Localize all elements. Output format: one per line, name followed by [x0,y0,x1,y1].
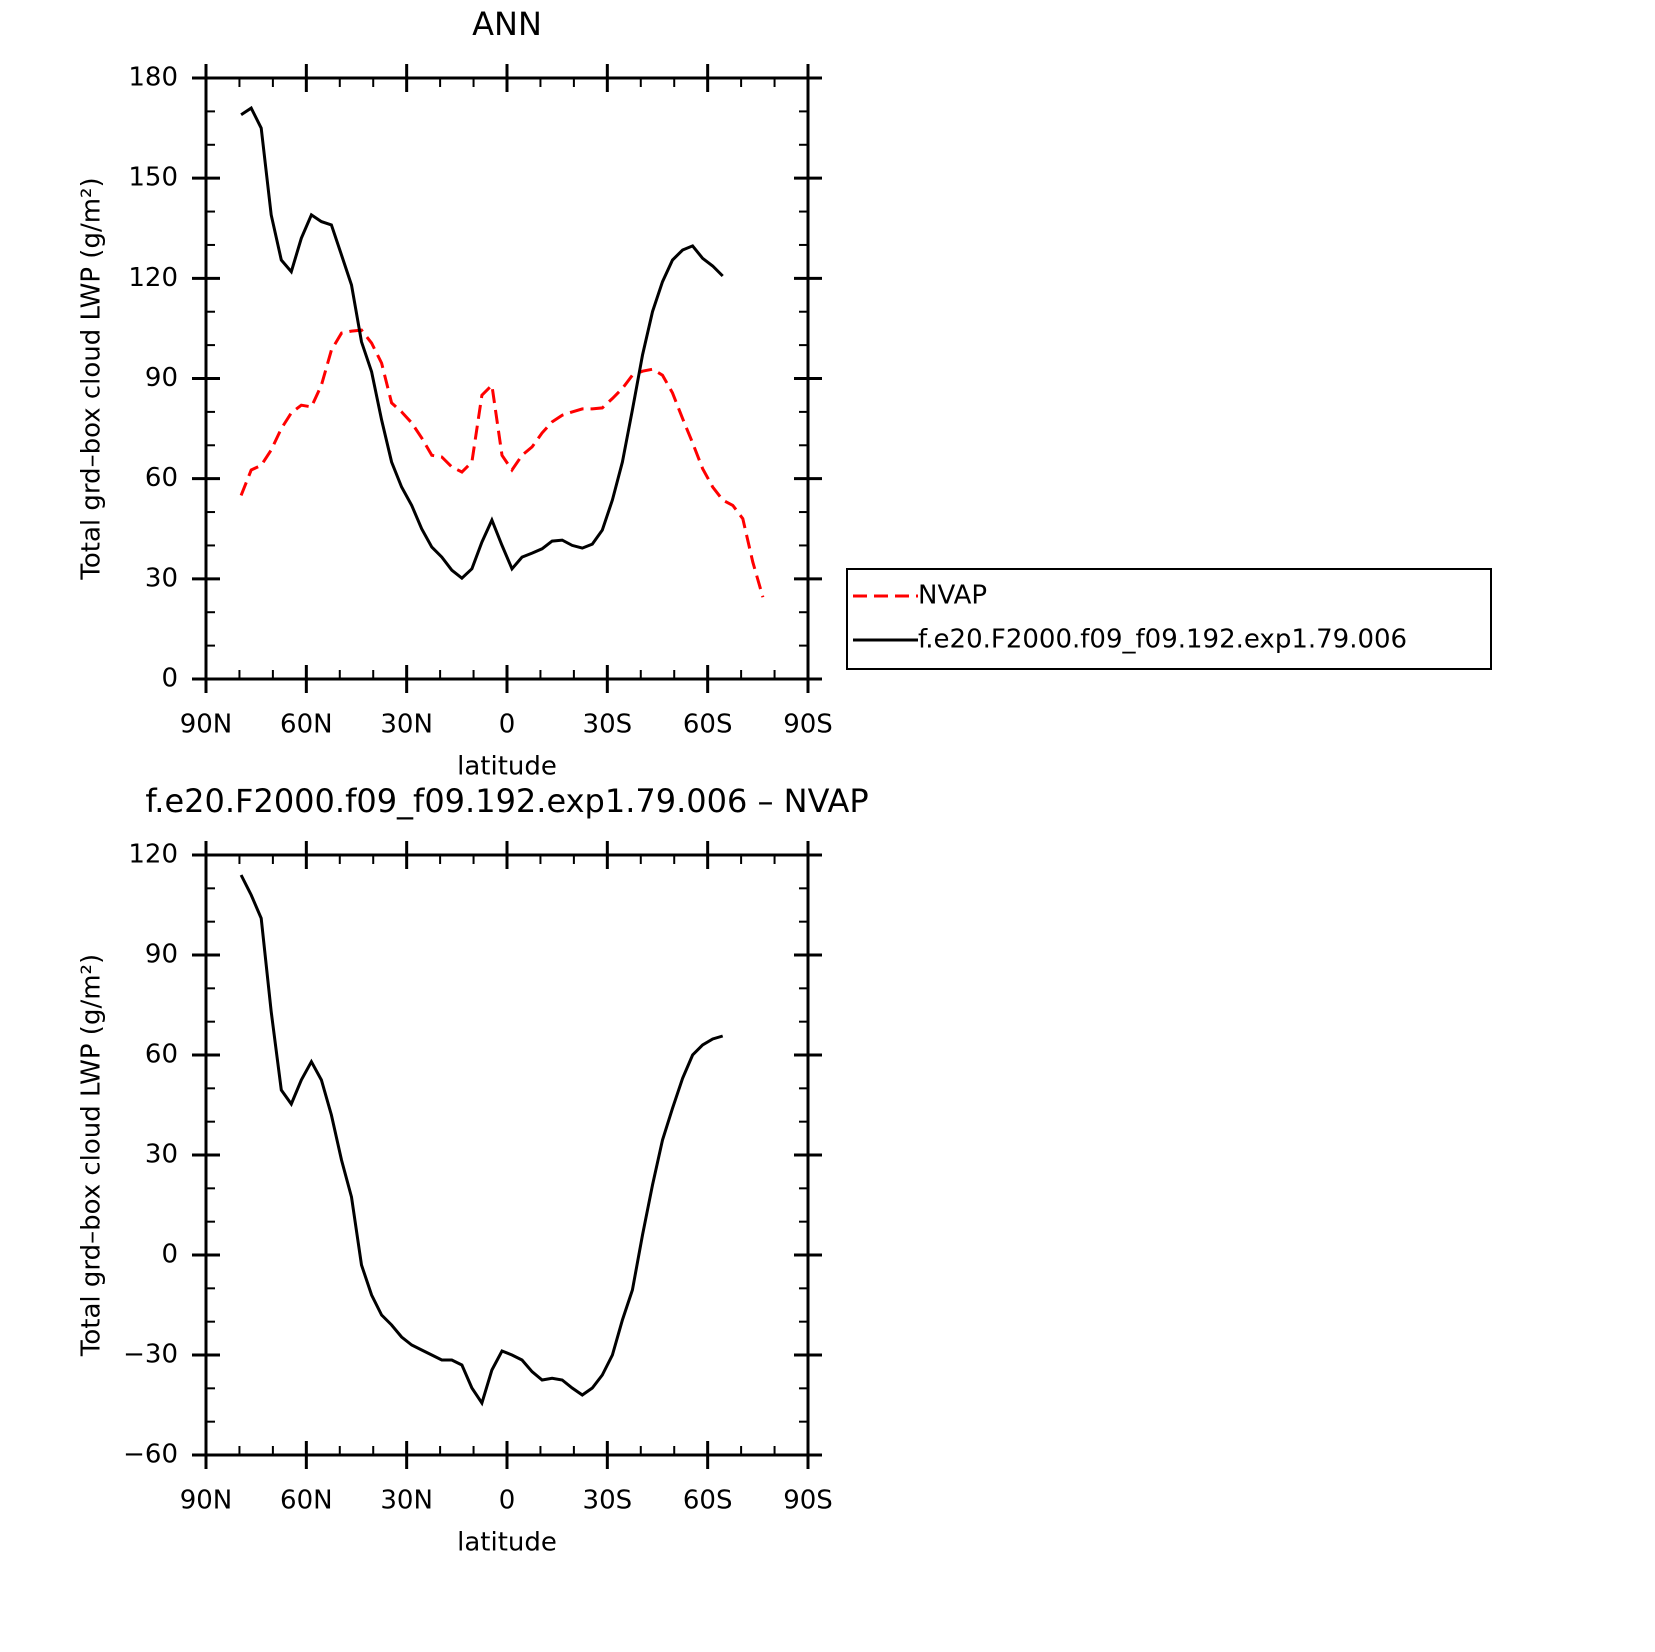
y-axis-label: Total grd–box cloud LWP (g/m²) [77,954,107,1357]
chart-title: ANN [472,5,542,43]
x-tick-label: 90S [783,1486,833,1516]
y-tick-label: 150 [128,163,178,193]
x-tick-label: 60S [683,710,733,740]
x-tick-label: 60N [280,1486,333,1516]
y-tick-label: 0 [161,664,178,694]
legend-label: NVAP [918,581,987,611]
data-line [240,105,724,581]
y-tick-label: 0 [161,1240,178,1270]
x-tick-label: 60S [683,1486,733,1516]
y-tick-label: 60 [145,1040,178,1070]
y-tick-label: 30 [145,563,178,593]
chart-title: f.e20.F2000.f09_f09.192.exp1.79.006 – NV… [145,782,868,820]
x-tick-label: 30S [583,1486,633,1516]
y-tick-label: 90 [145,363,178,393]
y-tick-label: 90 [145,940,178,970]
x-axis-label: latitude [457,752,557,782]
y-axis-label: Total grd–box cloud LWP (g/m²) [77,177,107,580]
legend-box [846,568,1492,670]
x-tick-label: 90N [180,710,233,740]
data-line [239,874,724,1407]
x-tick-label: 30N [380,710,433,740]
y-tick-label: 30 [145,1140,178,1170]
y-tick-label: −60 [123,1440,178,1470]
x-tick-label: 0 [499,1486,516,1516]
data-line [239,328,765,598]
x-axis-label: latitude [457,1528,557,1558]
x-tick-label: 0 [499,710,516,740]
y-tick-label: 180 [128,63,178,93]
y-tick-label: −30 [123,1340,178,1370]
x-tick-label: 90S [783,710,833,740]
y-tick-label: 120 [128,840,178,870]
x-tick-label: 60N [280,710,333,740]
legend-label: f.e20.F2000.f09_f09.192.exp1.79.006 [918,625,1407,655]
plot-frame [204,76,810,681]
y-tick-label: 60 [145,463,178,493]
plot-frame [204,853,810,1457]
x-tick-label: 30N [380,1486,433,1516]
y-tick-label: 120 [128,263,178,293]
x-tick-label: 90N [180,1486,233,1516]
x-tick-label: 30S [583,710,633,740]
